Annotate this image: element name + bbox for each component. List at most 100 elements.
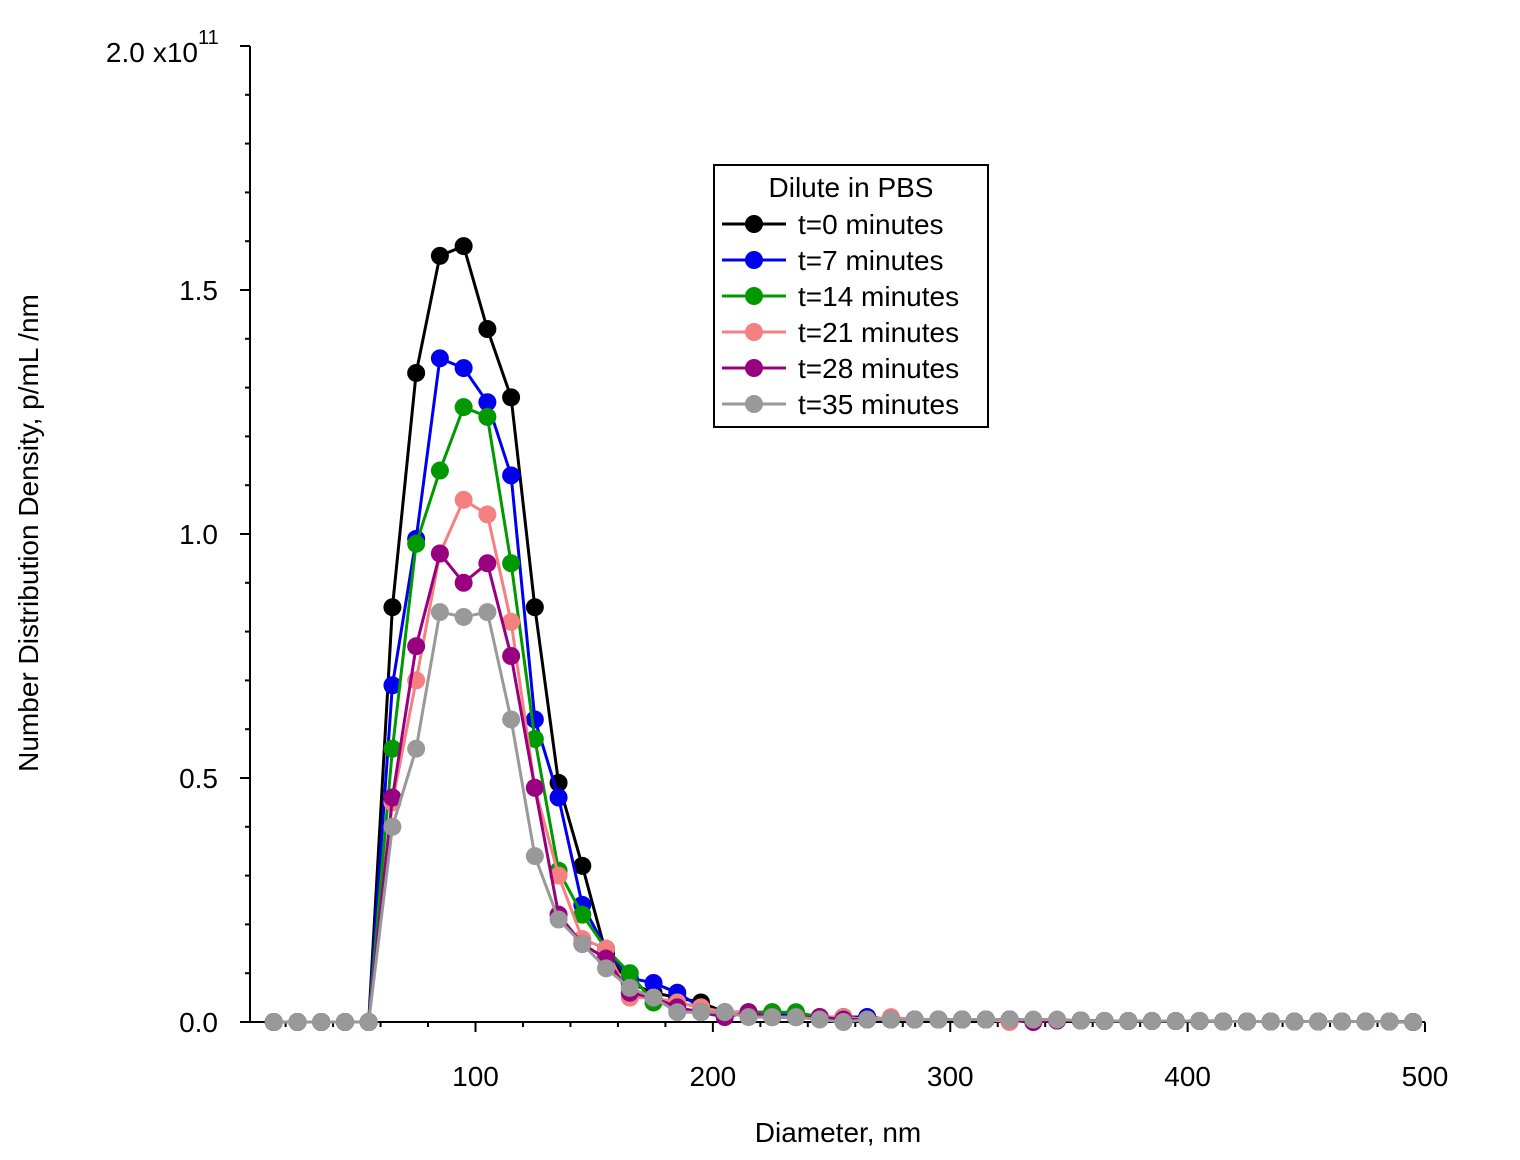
data-point: [763, 1008, 782, 1027]
data-point: [383, 598, 402, 617]
data-point: [1332, 1012, 1351, 1031]
data-point: [1048, 1010, 1067, 1029]
data-point: [1166, 1012, 1185, 1031]
data-point: [502, 612, 521, 631]
data-point: [454, 607, 473, 626]
data-point: [430, 461, 449, 480]
data-point: [1000, 1010, 1019, 1029]
x-axis-title: Diameter, nm: [755, 1117, 922, 1148]
y-max-number: 2.0: [106, 37, 145, 68]
legend-label: t=28 minutes: [798, 353, 959, 384]
legend-swatch-marker: [745, 323, 763, 341]
axes: 0.0 0.5 1.0 1.5 100 200 300 400 500: [179, 45, 1449, 1092]
data-point: [407, 534, 426, 553]
data-point: [715, 1003, 734, 1022]
data-point: [430, 246, 449, 265]
legend-entry: t=0 minutes: [722, 209, 944, 240]
data-point: [834, 1013, 853, 1031]
data-point: [810, 1010, 829, 1029]
series-1: [264, 349, 1423, 1031]
y-axis-max-label: 2.0 x10: [106, 37, 198, 68]
data-point: [478, 393, 497, 412]
legend: Dilute in PBS t=0 minutes t=7 minutes t=14…: [713, 164, 989, 428]
x-tick-label: 500: [1402, 1061, 1449, 1092]
data-point: [502, 647, 521, 665]
data-point: [1309, 1012, 1328, 1031]
data-point: [430, 603, 449, 622]
y-exponent: 11: [198, 27, 219, 49]
data-point: [905, 1010, 924, 1029]
data-point: [478, 554, 497, 573]
data-point: [692, 1003, 711, 1022]
data-point: [597, 959, 616, 978]
data-point: [407, 739, 426, 758]
data-point: [383, 739, 402, 758]
data-point: [976, 1010, 995, 1029]
data-point: [644, 973, 663, 992]
data-point: [739, 1008, 758, 1027]
data-point: [525, 847, 544, 866]
data-point: [454, 359, 473, 378]
data-point: [525, 778, 544, 797]
x-tick-label: 100: [452, 1061, 499, 1092]
data-point: [478, 505, 497, 524]
y-ticks: 0.0 0.5 1.0 1.5: [179, 45, 250, 1038]
data-point: [502, 466, 521, 485]
legend-entry: t=28 minutes: [722, 353, 959, 384]
data-point: [525, 710, 544, 729]
data-point: [1214, 1012, 1233, 1031]
data-point: [549, 910, 568, 929]
series-2: [264, 398, 1423, 1031]
data-point: [454, 573, 473, 592]
data-point: [1143, 1012, 1162, 1031]
data-point: [929, 1010, 948, 1029]
legend-swatch-marker: [745, 359, 763, 377]
data-point: [1285, 1012, 1304, 1031]
data-point: [668, 1003, 687, 1022]
data-point: [502, 710, 521, 729]
data-point: [1237, 1012, 1256, 1031]
data-point: [573, 856, 592, 875]
y-multiplier: x10: [153, 37, 198, 68]
data-point: [573, 934, 592, 953]
data-point: [383, 817, 402, 836]
y-axis-title: Number Distribution Density, p/mL /nm: [13, 294, 44, 772]
data-point: [1024, 1010, 1043, 1029]
data-point: [1356, 1012, 1375, 1031]
data-point: [525, 729, 544, 748]
data-point: [359, 1013, 378, 1031]
data-point: [1071, 1011, 1090, 1030]
legend-label: t=21 minutes: [798, 317, 959, 348]
x-tick-label: 300: [927, 1061, 974, 1092]
series-layer: [264, 237, 1423, 1031]
data-point: [264, 1013, 283, 1031]
data-point: [620, 978, 639, 997]
x-ticks: 100 200 300 400 500: [284, 1022, 1449, 1092]
data-point: [454, 490, 473, 509]
data-point: [478, 320, 497, 339]
data-point: [454, 398, 473, 417]
legend-entry: t=7 minutes: [722, 245, 944, 276]
legend-entry: t=14 minutes: [722, 281, 959, 312]
x-tick-label: 200: [690, 1061, 737, 1092]
data-point: [454, 237, 473, 256]
data-point: [430, 349, 449, 368]
y-tick-label: 0.0: [179, 1007, 218, 1038]
data-point: [881, 1010, 900, 1029]
series-line: [273, 497, 1414, 1024]
y-tick-label: 0.5: [179, 763, 218, 794]
data-point: [953, 1010, 972, 1029]
legend-title: Dilute in PBS: [769, 172, 934, 203]
legend-swatch-marker: [745, 215, 763, 233]
data-point: [478, 407, 497, 426]
data-point: [407, 363, 426, 382]
data-point: [502, 388, 521, 407]
legend-swatch-marker: [745, 287, 763, 305]
data-point: [430, 544, 449, 563]
data-point: [1119, 1012, 1138, 1031]
legend-entry: t=21 minutes: [722, 317, 959, 348]
data-point: [1261, 1012, 1280, 1031]
data-point: [1404, 1013, 1423, 1031]
x-tick-label: 400: [1164, 1061, 1211, 1092]
